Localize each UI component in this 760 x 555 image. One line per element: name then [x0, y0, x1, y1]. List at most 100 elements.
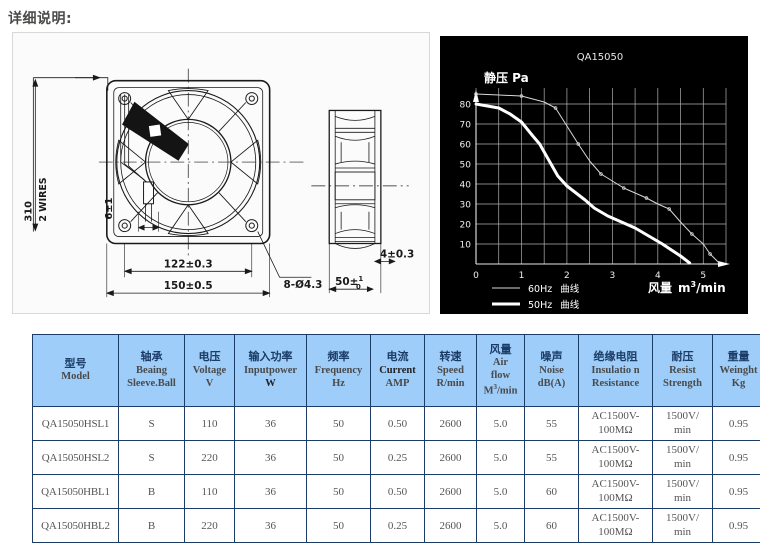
header-cn: 转速 — [439, 350, 462, 364]
resist-strength-line1: 1500V/ — [666, 511, 699, 524]
y-tick-label: 20 — [460, 221, 472, 231]
cell-insulation-resistance: AC1500V- 100MΩ — [578, 474, 653, 509]
col-header-input-power: 输入功率 Inputpower W — [234, 334, 307, 407]
header-en1: Inputpower — [243, 365, 298, 377]
header-en2: dB(A) — [537, 377, 566, 389]
header-en1: Current — [379, 365, 416, 377]
label-wires: 2 WIRES — [38, 177, 49, 221]
col-header-model: 型号 Model — [32, 334, 119, 407]
cell-input-power: 36 — [234, 440, 307, 475]
header-cn: 输入功率 — [248, 350, 293, 364]
label-lead-length: 310 — [23, 201, 34, 222]
chart-background — [440, 36, 748, 314]
header-en1: Air — [492, 357, 509, 369]
cell-current: 0.25 — [370, 440, 425, 475]
header-cn: 电流 — [386, 350, 409, 364]
resist-strength-line1: 1500V/ — [666, 409, 699, 422]
cell-speed: 2600 — [424, 508, 477, 543]
resist-strength-line2: min — [673, 423, 692, 436]
header-en2: V — [205, 377, 214, 389]
cell-resist-strength: 1500V/min — [652, 508, 713, 543]
specification-table: 型号 Model 轴承 Beaing Sleeve.Ball 电压 Voltag… — [32, 334, 760, 543]
header-cn: 绝缘电阻 — [593, 350, 638, 364]
cell-air-flow: 5.0 — [476, 440, 525, 475]
header-cn: 噪声 — [540, 350, 563, 364]
cell-frequency: 50 — [306, 508, 371, 543]
performance-chart-panel: 10 20 30 40 50 60 70 80 0 1 2 3 4 5 QA15050 静压 Pa 风量… — [440, 36, 748, 314]
chart-y-axis-label: 静压 Pa — [484, 70, 529, 85]
cell-bearing: S — [118, 440, 185, 475]
cell-insulation-resistance: AC1500V- 100MΩ — [578, 508, 653, 543]
header-en1: Weinght — [719, 365, 758, 377]
cell-model: QA15050HSL2 — [32, 440, 119, 475]
col-header-noise: 噪声 Noise dB(A) — [524, 334, 579, 407]
col-header-frequency: 频率 Frequency Hz — [306, 334, 371, 407]
curve-50hz — [474, 102, 692, 265]
cell-voltage: 220 — [184, 508, 235, 543]
col-header-current: 电流 Current AMP — [370, 334, 425, 407]
x-tick-label: 3 — [609, 271, 615, 281]
cell-frequency: 50 — [306, 440, 371, 475]
table-row: QA15050HBL1 B 110 36 50 0.50 2600 5.0 60 AC1500V-… — [32, 474, 760, 509]
data-point-marker — [576, 142, 581, 146]
col-header-resist-strength: 耐压 Resist Strength — [652, 334, 713, 407]
specification-table-wrap: 型号 Model 轴承 Beaing Sleeve.Ball 电压 Voltag… — [32, 334, 760, 543]
header-en2: Strength — [663, 377, 702, 389]
data-point-marker — [519, 94, 524, 98]
cell-input-power: 36 — [234, 508, 307, 543]
cell-frequency: 50 — [306, 474, 371, 509]
cell-insulation-resistance: AC1500V- 100MΩ — [578, 406, 653, 441]
header-en2: Kg — [731, 377, 746, 389]
resist-strength-line1: 1500V/ — [666, 443, 699, 456]
y-tick-label: 80 — [460, 101, 472, 111]
table-row: QA15050HSL2 S 220 36 50 0.25 2600 5.0 55 AC1500V-… — [32, 440, 760, 475]
cell-air-flow: 5.0 — [476, 474, 525, 509]
cell-resist-strength: 1500V/min — [652, 406, 713, 441]
cell-weight: 0.95 — [712, 406, 760, 441]
y-tick-label: 40 — [460, 181, 472, 191]
header-cn: 电压 — [198, 350, 221, 364]
header-en1: Insulatio n — [591, 365, 640, 377]
chart-gridlines — [475, 88, 727, 264]
label-flange-thickness: 4±0.3 — [380, 248, 414, 260]
col-header-speed: 转速 Speed R/min — [424, 334, 477, 407]
data-point-marker — [667, 207, 671, 211]
chart-title: QA15050 — [577, 52, 624, 63]
cell-current: 0.50 — [370, 474, 425, 509]
cell-weight: 0.95 — [712, 474, 760, 509]
header-en2: R/min — [436, 377, 465, 389]
table-row: QA15050HSL1 S 110 36 50 0.50 2600 5.0 55 AC1500V-… — [32, 406, 760, 441]
cell-weight: 0.95 — [712, 508, 760, 543]
col-header-voltage: 电压 Voltage V — [184, 334, 235, 407]
label-lead-width: 6±1 — [104, 197, 115, 219]
data-point-marker — [690, 232, 694, 236]
header-en1: Beaing — [136, 365, 167, 377]
insulation-resistance-line2: 100MΩ — [598, 423, 633, 436]
cell-air-flow: 5.0 — [476, 508, 525, 543]
header-cn: 频率 — [327, 350, 350, 364]
y-tick-label: 60 — [460, 141, 472, 151]
cell-resist-strength: 1500V/min — [652, 474, 713, 509]
insulation-resistance-line2: 100MΩ — [598, 491, 633, 504]
insulation-resistance-line2: 100MΩ — [598, 525, 633, 538]
cell-weight: 0.95 — [712, 440, 760, 475]
curve-60hz — [475, 93, 720, 264]
header-en1: Speed — [437, 365, 464, 377]
header-en1: Resist — [669, 365, 696, 377]
col-header-bearing: 轴承 Beaing Sleeve.Ball — [118, 334, 185, 407]
header-en2: Sleeve.Ball — [127, 377, 176, 389]
cell-noise: 55 — [524, 440, 579, 475]
label-frame-size: 150±0.5 — [164, 280, 213, 292]
y-tick-label: 10 — [460, 241, 472, 251]
x-tick-label: 4 — [655, 271, 661, 281]
cell-speed: 2600 — [424, 406, 477, 441]
insulation-resistance-line2: 100MΩ — [598, 457, 633, 470]
chart-x-tick-labels: 0 1 2 3 4 5 — [473, 271, 706, 281]
data-point-marker — [553, 106, 558, 110]
performance-chart-svg: 10 20 30 40 50 60 70 80 0 1 2 3 4 5 QA15050 静压 Pa 风量… — [440, 36, 748, 314]
cell-voltage: 110 — [184, 474, 235, 509]
header-en2: W — [265, 377, 276, 389]
x-tick-label: 5 — [700, 271, 706, 281]
cell-speed: 2600 — [424, 474, 477, 509]
cell-voltage: 110 — [184, 406, 235, 441]
